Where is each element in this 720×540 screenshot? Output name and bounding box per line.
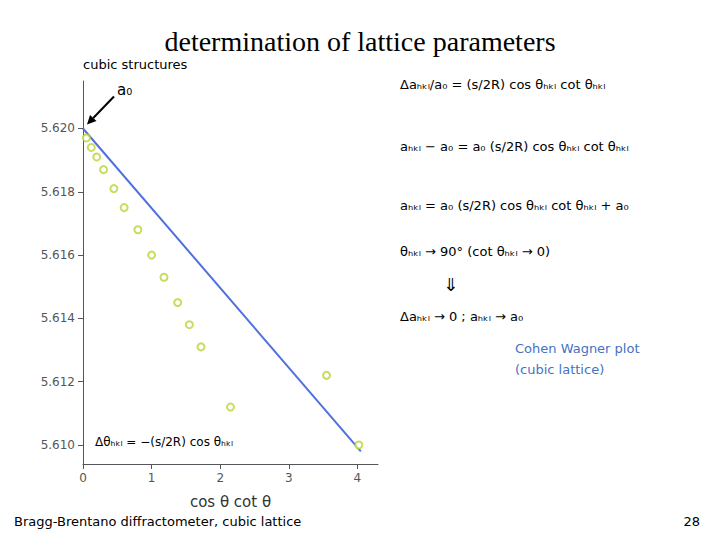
- svg-text:determination of lattice param: determination of lattice parameters: [164, 26, 555, 57]
- svg-text:Bragg-Brentano diffractometer,: Bragg-Brentano diffractometer, cubic lat…: [14, 514, 301, 529]
- svg-text:4: 4: [354, 471, 362, 485]
- svg-text:cos θ cot θ: cos θ cot θ: [190, 493, 271, 511]
- svg-text:aₕₖₗ = a₀ (s/2R) cos θₕₖₗ cot: aₕₖₗ = a₀ (s/2R) cos θₕₖₗ cot θₕₖₗ + a₀: [400, 198, 629, 213]
- svg-text:Δθₕₖₗ = −(s/2R) cos θₕₖₗ: Δθₕₖₗ = −(s/2R) cos θₕₖₗ: [95, 435, 233, 449]
- svg-text:5.612: 5.612: [41, 375, 75, 389]
- svg-text:cubic structures: cubic structures: [83, 57, 188, 72]
- svg-text:3: 3: [285, 471, 293, 485]
- svg-text:28: 28: [683, 514, 700, 529]
- svg-text:aₕₖₗ − a₀ = a₀ (s/2R) cos θₕₖₗ: aₕₖₗ − a₀ = a₀ (s/2R) cos θₕₖₗ cot θₕₖₗ: [400, 139, 629, 154]
- svg-text:Cohen Wagner plot: Cohen Wagner plot: [515, 341, 640, 356]
- svg-text:⇓: ⇓: [443, 274, 458, 295]
- svg-text:5.618: 5.618: [41, 185, 75, 199]
- svg-text:5.610: 5.610: [41, 438, 75, 452]
- svg-text:Δaₕₖₗ → 0 ; aₕₖₗ → a₀: Δaₕₖₗ → 0 ; aₕₖₗ → a₀: [400, 309, 523, 324]
- svg-text:2: 2: [216, 471, 224, 485]
- svg-text:θₕₖₗ → 90° (cot θₕₖₗ → 0): θₕₖₗ → 90° (cot θₕₖₗ → 0): [400, 244, 550, 259]
- svg-text:(cubic lattice): (cubic lattice): [515, 362, 604, 377]
- svg-text:0: 0: [79, 471, 87, 485]
- svg-text:Δaₕₖₗ/a₀ = (s/2R) cos θₕₖₗ cot: Δaₕₖₗ/a₀ = (s/2R) cos θₕₖₗ cot θₕₖₗ: [400, 77, 606, 92]
- svg-text:5.620: 5.620: [41, 121, 75, 135]
- svg-text:1: 1: [148, 471, 156, 485]
- svg-text:5.616: 5.616: [41, 248, 75, 262]
- svg-text:5.614: 5.614: [41, 311, 75, 325]
- svg-text:a₀: a₀: [117, 81, 132, 99]
